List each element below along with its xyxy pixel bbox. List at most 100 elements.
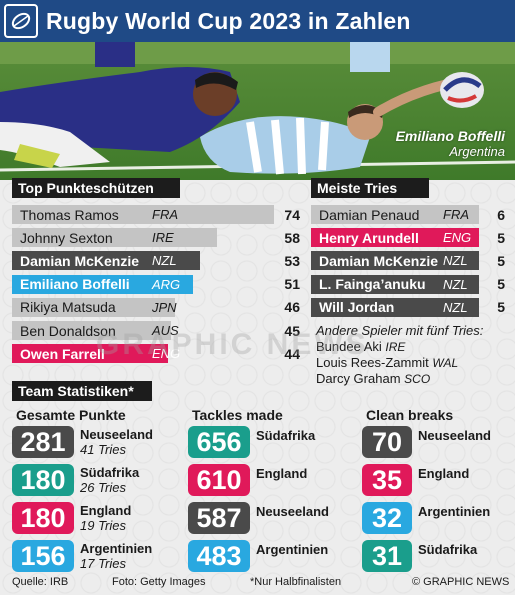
try-name: Henry Arundell: [319, 229, 419, 246]
try-country: FRA: [443, 207, 469, 222]
points-tries-label: 26 Tries: [80, 480, 126, 495]
points-team-label: Argentinien: [80, 541, 153, 556]
scorer-points: 45: [284, 322, 300, 339]
other-try-scorer: Louis Rees-Zammit WAL: [316, 355, 459, 370]
graphic-news-credit: © GRAPHIC NEWS: [412, 576, 510, 588]
scorer-bar: [12, 228, 217, 248]
tackles-team-label: Südafrika: [256, 428, 316, 443]
try-count: 5: [497, 229, 505, 246]
try-row: Henry Arundell ENG 5: [311, 228, 505, 248]
scorer-bar: [12, 321, 171, 340]
scorer-name: Ben Donaldson: [20, 322, 116, 339]
points-tries-label: 19 Tries: [80, 518, 126, 533]
points-tries-label: 17 Tries: [80, 556, 126, 571]
points-value-tile: 180: [12, 464, 74, 496]
page-title: Rugby World Cup 2023 in Zahlen: [46, 7, 411, 34]
photo-caption: Emiliano Boffelli Argentina: [396, 128, 505, 159]
try-bar: [311, 205, 479, 224]
scorer-row: Ben Donaldson AUS 45: [12, 321, 300, 340]
points-value-tile: 156: [12, 540, 74, 572]
scorer-country: JPN: [152, 299, 177, 315]
tackles-value-tile: 587: [188, 502, 250, 534]
scorer-country: IRE: [152, 230, 174, 246]
try-name: L. Fainga’anuku: [319, 276, 426, 293]
tackles-team-label: England: [256, 466, 308, 481]
points-tries-label: 41 Tries: [80, 442, 126, 457]
tackles-team-label: Neuseeland: [256, 504, 329, 519]
try-count: 5: [497, 299, 505, 316]
scorer-points: 74: [284, 206, 300, 223]
header-bar: Rugby World Cup 2023 in Zahlen: [0, 0, 515, 42]
tackles-value-tile: 610: [188, 464, 250, 496]
try-country: NZL: [443, 276, 468, 292]
scorer-bar: [12, 297, 175, 317]
team-stats-heading: Team Statistiken*: [12, 381, 152, 401]
scorer-country: AUS: [152, 323, 179, 338]
scorer-row: Emiliano Boffelli ARG 51: [12, 274, 300, 294]
scorer-country: FRA: [152, 207, 178, 222]
try-name: Damian Penaud: [319, 206, 420, 223]
scorer-country: ARG: [152, 276, 181, 292]
breaks-team-label: Argentinien: [418, 504, 491, 519]
try-bar: [311, 228, 479, 248]
scorer-bar: [12, 274, 193, 294]
hero-photo: Emiliano Boffelli Argentina: [0, 42, 515, 180]
watermark: GRAPHIC NEWS: [96, 328, 369, 361]
scorer-points: 46: [284, 299, 300, 316]
breaks-value-tile: 35: [362, 464, 412, 496]
caption-country: Argentina: [449, 144, 505, 159]
scorer-name: Thomas Ramos: [20, 206, 119, 223]
breaks-team-label: Neuseeland: [418, 428, 491, 443]
points-value-tile: 180: [12, 502, 74, 534]
scorer-name: Damian McKenzie: [20, 252, 140, 269]
try-name: Will Jordan: [319, 299, 395, 316]
scorer-row: Thomas Ramos FRA 74: [12, 205, 300, 224]
tackles-value-tile: 483: [188, 540, 250, 572]
scorer-row: Damian McKenzie NZL 53: [12, 251, 300, 271]
try-country: NZL: [443, 253, 468, 269]
scorer-name: Rikiya Matsuda: [20, 299, 116, 316]
rugby-world-cup-logo-icon: [4, 4, 38, 38]
caption-name: Emiliano Boffelli: [395, 128, 505, 144]
photo-credit: Foto: Getty Images: [112, 576, 206, 588]
other-try-scorer: Darcy Graham SCO: [316, 371, 431, 386]
breaks-value-tile: 32: [362, 502, 412, 534]
scorer-bar: [12, 205, 274, 224]
breaks-value-tile: 31: [362, 540, 412, 572]
try-count: 5: [497, 252, 505, 269]
scorer-points: 53: [284, 252, 300, 269]
try-country: NZL: [443, 299, 468, 315]
scorer-bar: [12, 344, 168, 364]
scorer-points: 58: [284, 229, 300, 246]
try-row: Damian McKenzie NZL 5: [311, 251, 505, 271]
try-bar: [311, 274, 479, 294]
scorer-country: NZL: [152, 253, 177, 269]
try-name: Damian McKenzie: [319, 252, 439, 269]
try-bar: [311, 297, 479, 317]
try-row: L. Fainga’anuku NZL 5: [311, 274, 505, 294]
scorer-row: Johnny Sexton IRE 58: [12, 228, 300, 248]
points-column-title: Gesamte Punkte: [16, 407, 126, 423]
try-country: ENG: [443, 230, 472, 246]
scorer-country: ENG: [152, 346, 181, 362]
try-bar: [311, 251, 479, 271]
points-team-label: Neuseeland: [80, 427, 153, 442]
points-team-label: Südafrika: [80, 465, 140, 480]
other-try-scorer: Bundee Aki IRE: [316, 339, 406, 354]
points-team-label: England: [80, 503, 132, 518]
breaks-column-title: Clean breaks: [366, 407, 454, 423]
scorer-bar: [12, 251, 200, 271]
try-row: Damian Penaud FRA 6: [311, 205, 505, 224]
scorer-row: Rikiya Matsuda JPN 46: [12, 297, 300, 317]
scorer-points: 51: [284, 276, 300, 293]
breaks-team-label: Südafrika: [418, 542, 478, 557]
top-scorers-heading: Top Punkteschützen: [12, 178, 180, 198]
most-tries-heading: Meiste Tries: [311, 178, 429, 198]
points-value-tile: 281: [12, 426, 74, 458]
scorer-points: 44: [284, 345, 300, 362]
try-row: Will Jordan NZL 5: [311, 297, 505, 317]
breaks-value-tile: 70: [362, 426, 412, 458]
breaks-team-label: England: [418, 466, 470, 481]
tackles-value-tile: 656: [188, 426, 250, 458]
source-note: Quelle: IRB: [12, 576, 69, 588]
